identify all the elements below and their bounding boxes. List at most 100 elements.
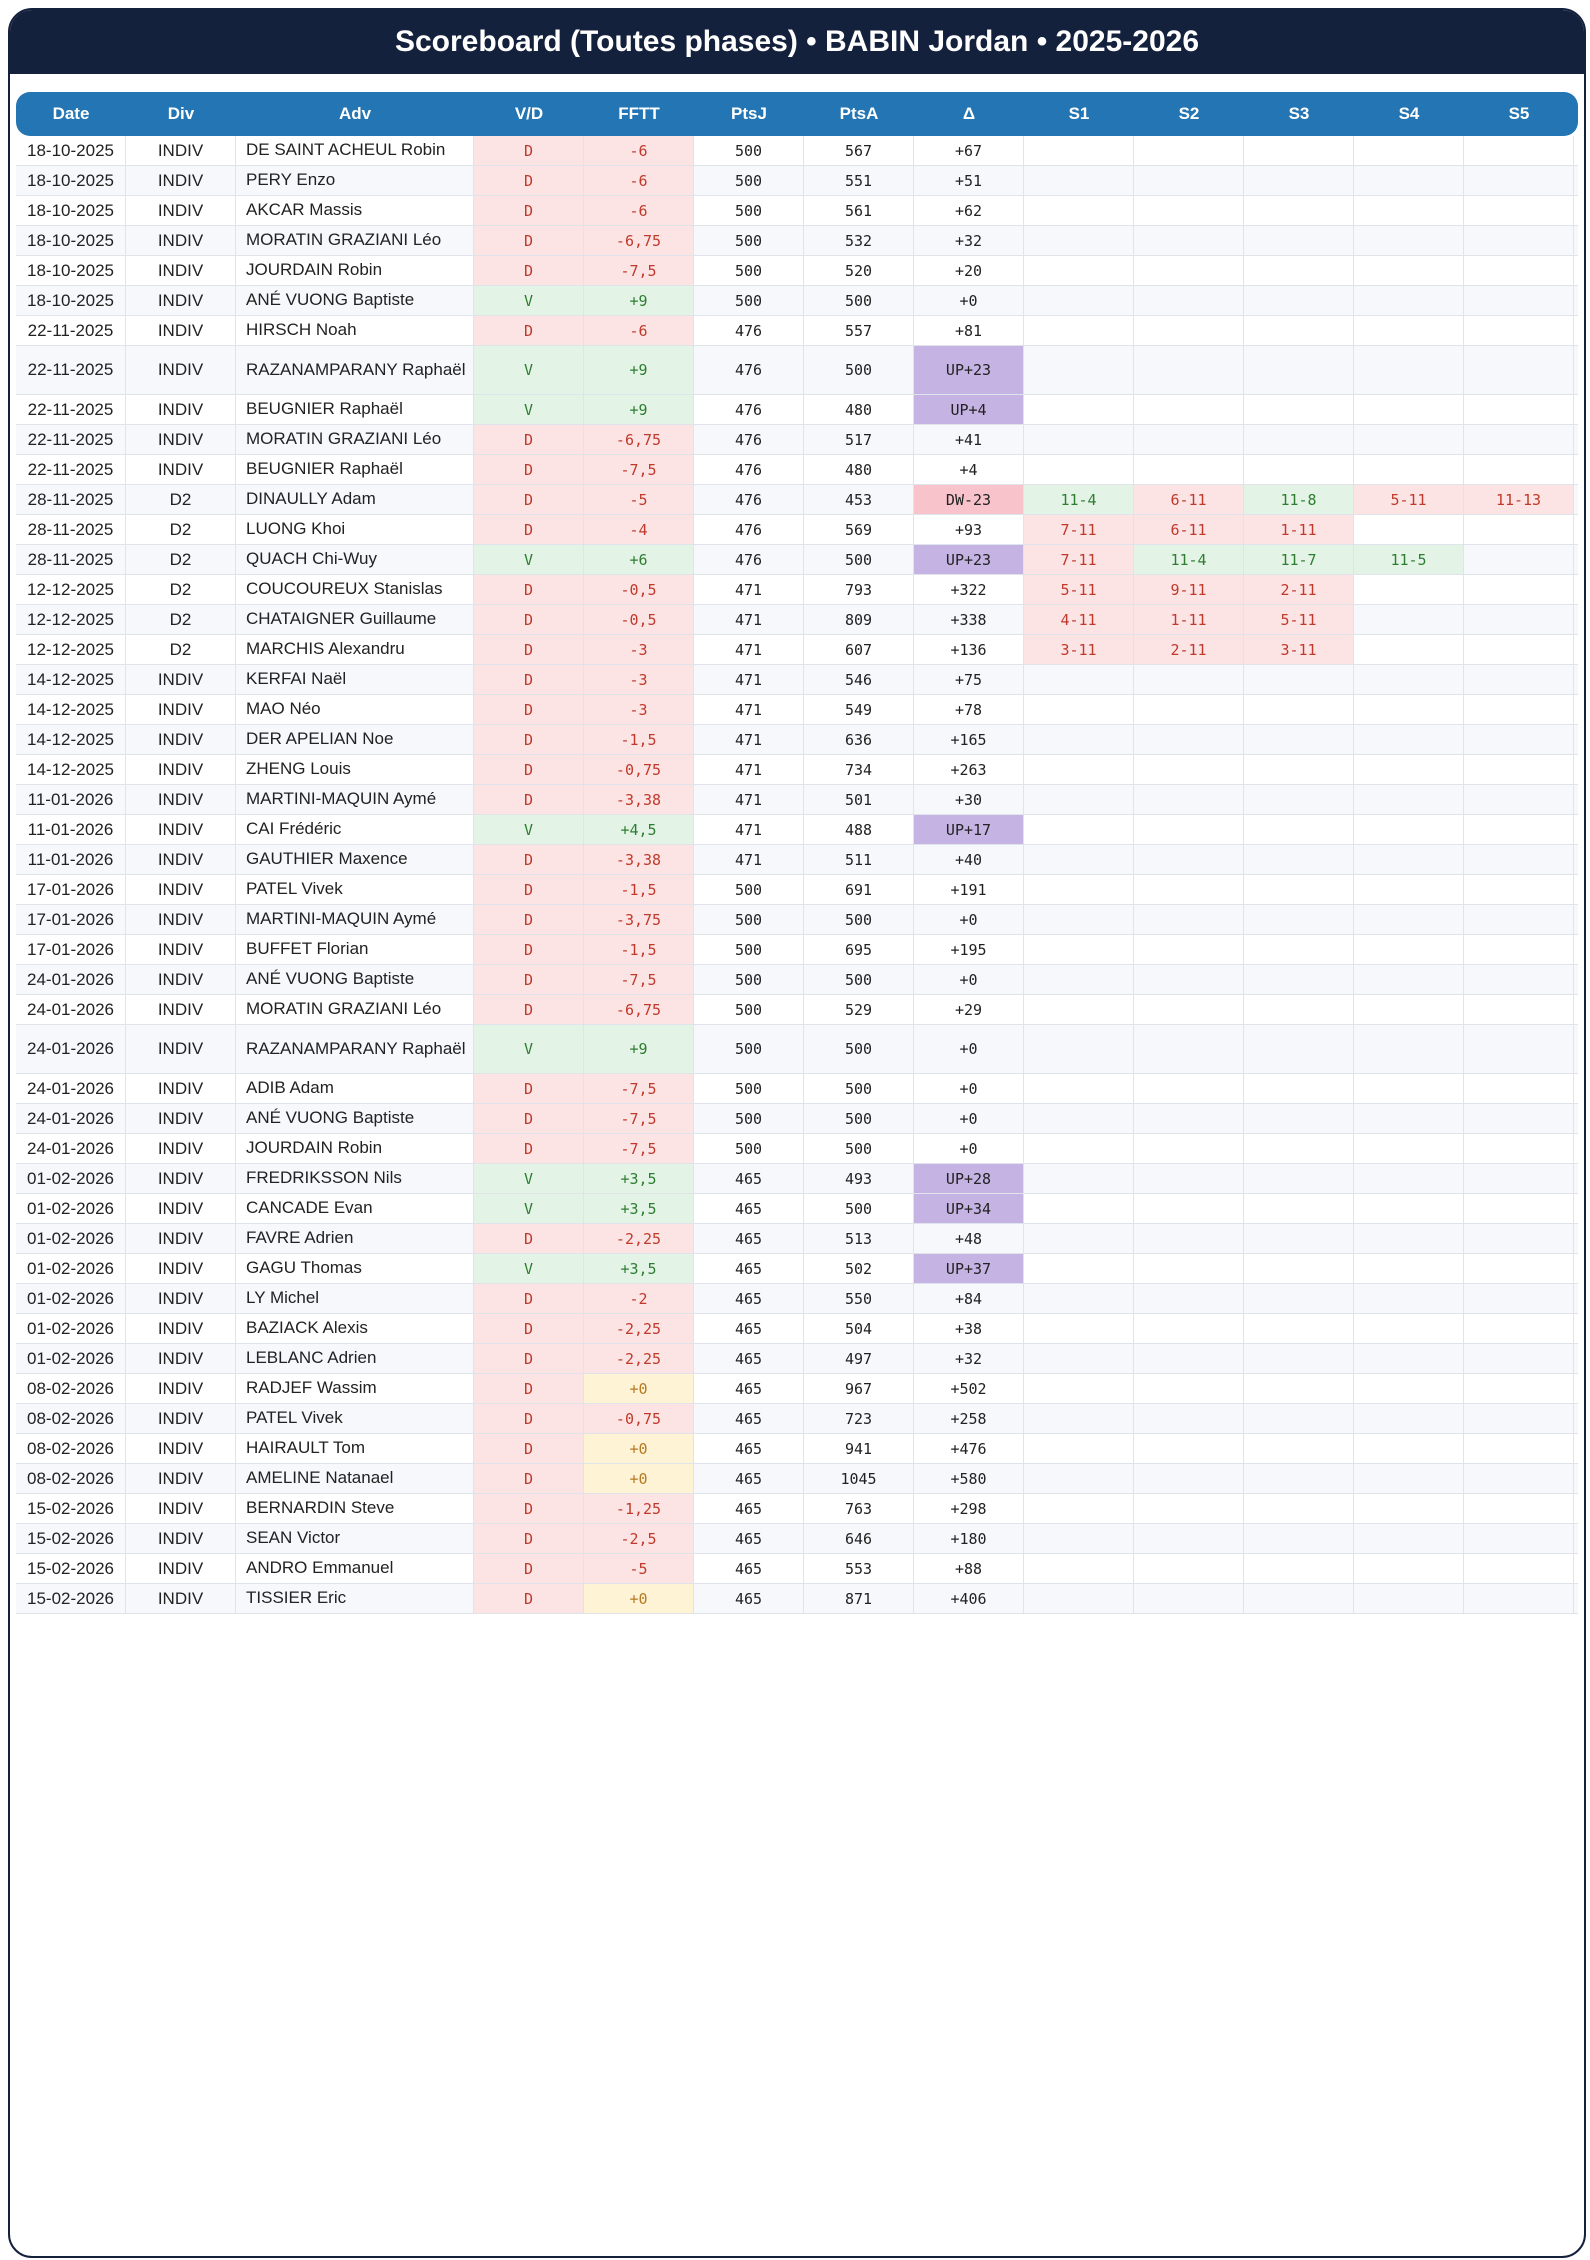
delta-cell: +338 — [914, 605, 1024, 634]
player-points-cell: 476 — [694, 425, 804, 454]
div-cell: INDIV — [126, 695, 236, 724]
player-points-cell: 465 — [694, 1434, 804, 1463]
player-points-cell: 476 — [694, 485, 804, 514]
table-row: 18-10-2025 INDIV JOURDAIN Robin D -7,5 500 520… — [16, 256, 1578, 286]
opponent-points-cell: 517 — [804, 425, 914, 454]
date-cell: 08-02-2026 — [16, 1434, 126, 1463]
table-row: 08-02-2026 INDIV RADJEF Wassim D +0 465 967 +50… — [16, 1374, 1578, 1404]
player-points-cell: 500 — [694, 935, 804, 964]
result-cell: D — [474, 1374, 584, 1403]
fftt-points-cell: -7,5 — [584, 256, 694, 285]
delta-cell: +41 — [914, 425, 1024, 454]
table-row: 18-10-2025 INDIV PERY Enzo D -6 500 551 +51 — [16, 166, 1578, 196]
fftt-points-cell: -2,5 — [584, 1524, 694, 1553]
set-score-cell: 6-11 — [1134, 485, 1244, 514]
div-cell: INDIV — [126, 1464, 236, 1493]
div-cell: INDIV — [126, 785, 236, 814]
table-row: 18-10-2025 INDIV AKCAR Massis D -6 500 561 +62 — [16, 196, 1578, 226]
delta-cell: +298 — [914, 1494, 1024, 1523]
delta-cell: +67 — [914, 136, 1024, 165]
set-score-cell — [1464, 1554, 1574, 1583]
delta-cell: UP+17 — [914, 815, 1024, 844]
opponent-cell: HIRSCH Noah — [236, 316, 474, 345]
opponent-points-cell: 546 — [804, 665, 914, 694]
set-score-cell — [1244, 1164, 1354, 1193]
fftt-points-cell: -4 — [584, 515, 694, 544]
set-score-cell — [1464, 1254, 1574, 1283]
opponent-points-cell: 504 — [804, 1314, 914, 1343]
player-points-cell: 465 — [694, 1284, 804, 1313]
result-cell: D — [474, 605, 584, 634]
set-score-cell — [1024, 1224, 1134, 1253]
div-cell: INDIV — [126, 166, 236, 195]
set-score-cell — [1134, 1554, 1244, 1583]
player-points-cell: 500 — [694, 905, 804, 934]
opponent-cell: ANÉ VUONG Baptiste — [236, 286, 474, 315]
delta-cell: +48 — [914, 1224, 1024, 1253]
player-points-cell: 471 — [694, 815, 804, 844]
table-row: 11-01-2026 INDIV GAUTHIER Maxence D -3,38 471… — [16, 845, 1578, 875]
delta-cell: +0 — [914, 286, 1024, 315]
player-points-cell: 471 — [694, 755, 804, 784]
opponent-points-cell: 513 — [804, 1224, 914, 1253]
player-points-cell: 471 — [694, 635, 804, 664]
fftt-points-cell: -6,75 — [584, 995, 694, 1024]
div-cell: INDIV — [126, 935, 236, 964]
opponent-points-cell: 695 — [804, 935, 914, 964]
player-points-cell: 465 — [694, 1194, 804, 1223]
table-row: 24-01-2026 INDIV ANÉ VUONG Baptiste D -7,5 50… — [16, 965, 1578, 995]
set-score-cell — [1134, 455, 1244, 484]
set-score-cell — [1464, 1284, 1574, 1313]
div-cell: INDIV — [126, 1254, 236, 1283]
set-score-cell — [1464, 425, 1574, 454]
set-score-cell — [1244, 395, 1354, 424]
set-score-cell — [1024, 256, 1134, 285]
set-score-cell — [1244, 1344, 1354, 1373]
set-score-cell — [1354, 136, 1464, 165]
set-score-cell — [1134, 935, 1244, 964]
set-score-cell — [1464, 1434, 1574, 1463]
result-cell: D — [474, 1284, 584, 1313]
div-cell: INDIV — [126, 965, 236, 994]
player-points-cell: 476 — [694, 395, 804, 424]
set-score-cell — [1464, 845, 1574, 874]
table-row: 18-10-2025 INDIV MORATIN GRAZIANI Léo D -6,7… — [16, 226, 1578, 256]
div-cell: INDIV — [126, 905, 236, 934]
delta-cell: +0 — [914, 1025, 1024, 1073]
set-score-cell — [1244, 1254, 1354, 1283]
set-score-cell — [1464, 905, 1574, 934]
set-score-cell — [1024, 1104, 1134, 1133]
opponent-cell: AKCAR Massis — [236, 196, 474, 225]
set-score-cell: 2-11 — [1244, 575, 1354, 604]
set-score-cell — [1354, 1134, 1464, 1163]
table-row: 24-01-2026 INDIV RAZANAMPARANY Raphaël V +9 5… — [16, 1025, 1578, 1074]
opponent-cell: DER APELIAN Noe — [236, 725, 474, 754]
fftt-points-cell: -6,75 — [584, 226, 694, 255]
table-row: 01-02-2026 INDIV LY Michel D -2 465 550 +84 — [16, 1284, 1578, 1314]
player-points-cell: 465 — [694, 1254, 804, 1283]
column-header-adv: Adv — [338, 104, 372, 123]
result-cell: D — [474, 196, 584, 225]
div-cell: INDIV — [126, 1164, 236, 1193]
fftt-points-cell: +4,5 — [584, 815, 694, 844]
result-cell: D — [474, 515, 584, 544]
set-score-cell — [1354, 196, 1464, 225]
opponent-cell: GAUTHIER Maxence — [236, 845, 474, 874]
table-row: 08-02-2026 INDIV PATEL Vivek D -0,75 465 723 +2… — [16, 1404, 1578, 1434]
table-row: 24-01-2026 INDIV MORATIN GRAZIANI Léo D -6,7… — [16, 995, 1578, 1025]
result-cell: D — [474, 1404, 584, 1433]
set-score-cell: 11-7 — [1244, 545, 1354, 574]
set-score-cell — [1464, 695, 1574, 724]
set-score-cell — [1464, 1314, 1574, 1343]
table-body: 18-10-2025 INDIV DE SAINT ACHEUL Robin D -6 5… — [16, 136, 1578, 1614]
set-score-cell — [1024, 346, 1134, 394]
opponent-cell: RADJEF Wassim — [236, 1374, 474, 1403]
column-header-s3: S3 — [1288, 104, 1310, 123]
result-cell: D — [474, 845, 584, 874]
set-score-cell — [1244, 166, 1354, 195]
set-score-cell — [1024, 136, 1134, 165]
table-row: 28-11-2025 D2 DINAULLY Adam D -5 476 453 DW-23 1… — [16, 485, 1578, 515]
fftt-points-cell: +9 — [584, 346, 694, 394]
fftt-points-cell: +3,5 — [584, 1254, 694, 1283]
opponent-cell: JOURDAIN Robin — [236, 1134, 474, 1163]
